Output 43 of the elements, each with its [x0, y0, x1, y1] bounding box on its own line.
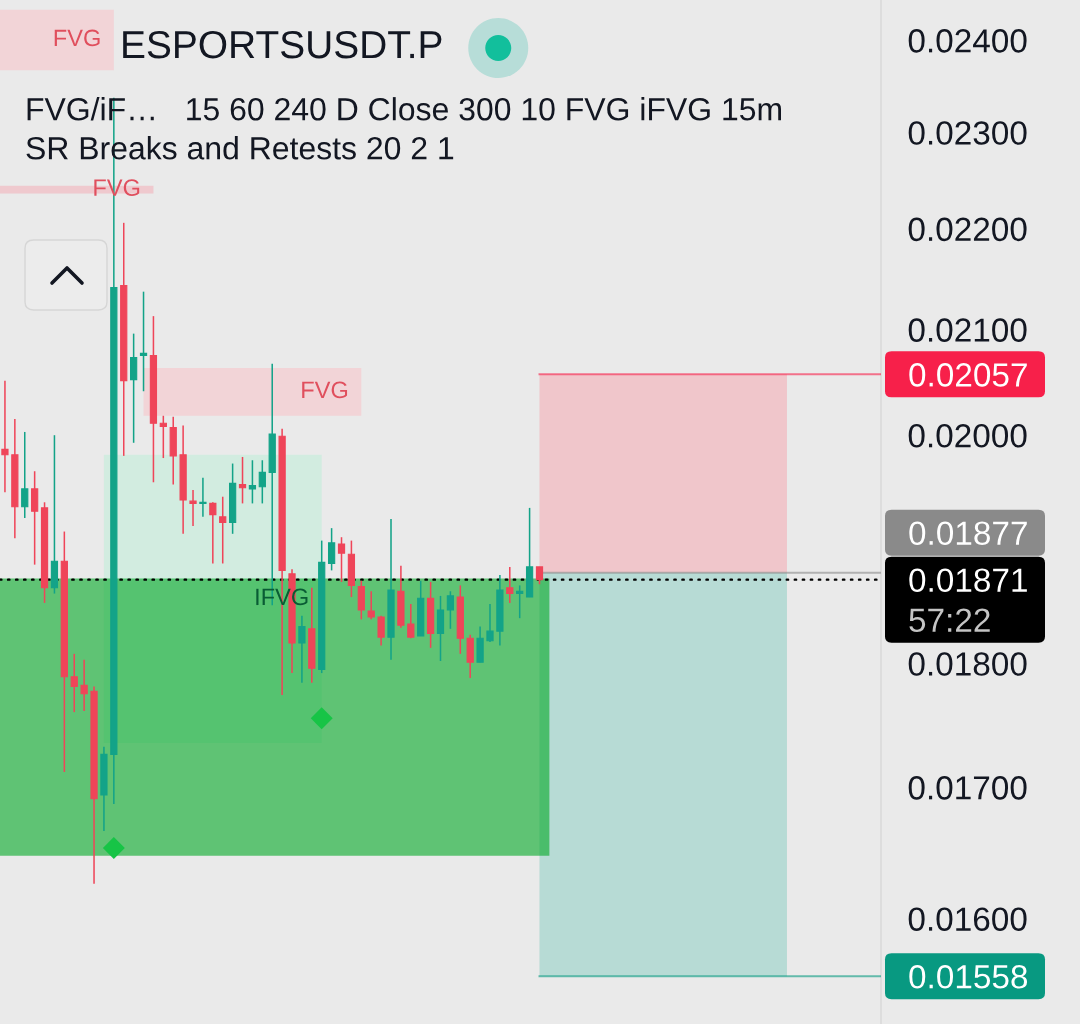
candlestick	[189, 489, 197, 527]
candlestick	[159, 415, 167, 459]
candlestick	[506, 566, 514, 604]
candlestick	[446, 590, 455, 630]
candlestick	[219, 495, 227, 565]
y-tick-label: 0.01600	[908, 907, 1027, 931]
candlestick	[407, 603, 415, 640]
candlestick	[357, 580, 365, 621]
candlestick	[209, 501, 217, 565]
y-tick-label: 0.02300	[908, 121, 1027, 145]
candlestick	[486, 603, 494, 643]
y-tick-label: 0.02200	[908, 217, 1027, 242]
band-label: FVG	[302, 381, 348, 399]
candlestick	[466, 633, 474, 679]
candlestick	[80, 659, 88, 712]
band-label: FVG	[54, 29, 100, 47]
y-tick-label: 0.02000	[908, 424, 1027, 448]
y-tick-label: 0.02400	[908, 29, 1027, 53]
candlestick	[337, 536, 346, 583]
candlestick	[476, 625, 484, 663]
ref-line-label: 0.02057	[909, 363, 1027, 387]
ref-line-label: 0.01871 57:22	[909, 568, 1027, 633]
candlestick	[199, 477, 207, 518]
y-tick-label: 0.01800	[908, 652, 1027, 676]
candlestick	[377, 615, 385, 647]
candlestick	[238, 456, 247, 505]
candlestick	[367, 590, 375, 621]
candlestick	[298, 615, 306, 684]
candlestick	[248, 459, 257, 505]
candlestick	[327, 527, 336, 572]
y-tick-label: 0.02100	[908, 318, 1027, 342]
candlestick	[139, 290, 148, 393]
text: ESPORTSUSDT.P	[123, 30, 442, 59]
y-tick-label: 0.01700	[908, 776, 1027, 800]
ref-line-label: 0.01877	[909, 521, 1027, 546]
candlestick	[70, 653, 78, 713]
candlestick	[31, 470, 39, 566]
candlestick	[436, 595, 445, 662]
candlestick	[258, 459, 266, 505]
ref-line-label: 0.01558	[909, 965, 1028, 989]
candlestick	[1, 379, 9, 494]
candlestick	[130, 332, 138, 444]
candlestick	[21, 431, 29, 519]
